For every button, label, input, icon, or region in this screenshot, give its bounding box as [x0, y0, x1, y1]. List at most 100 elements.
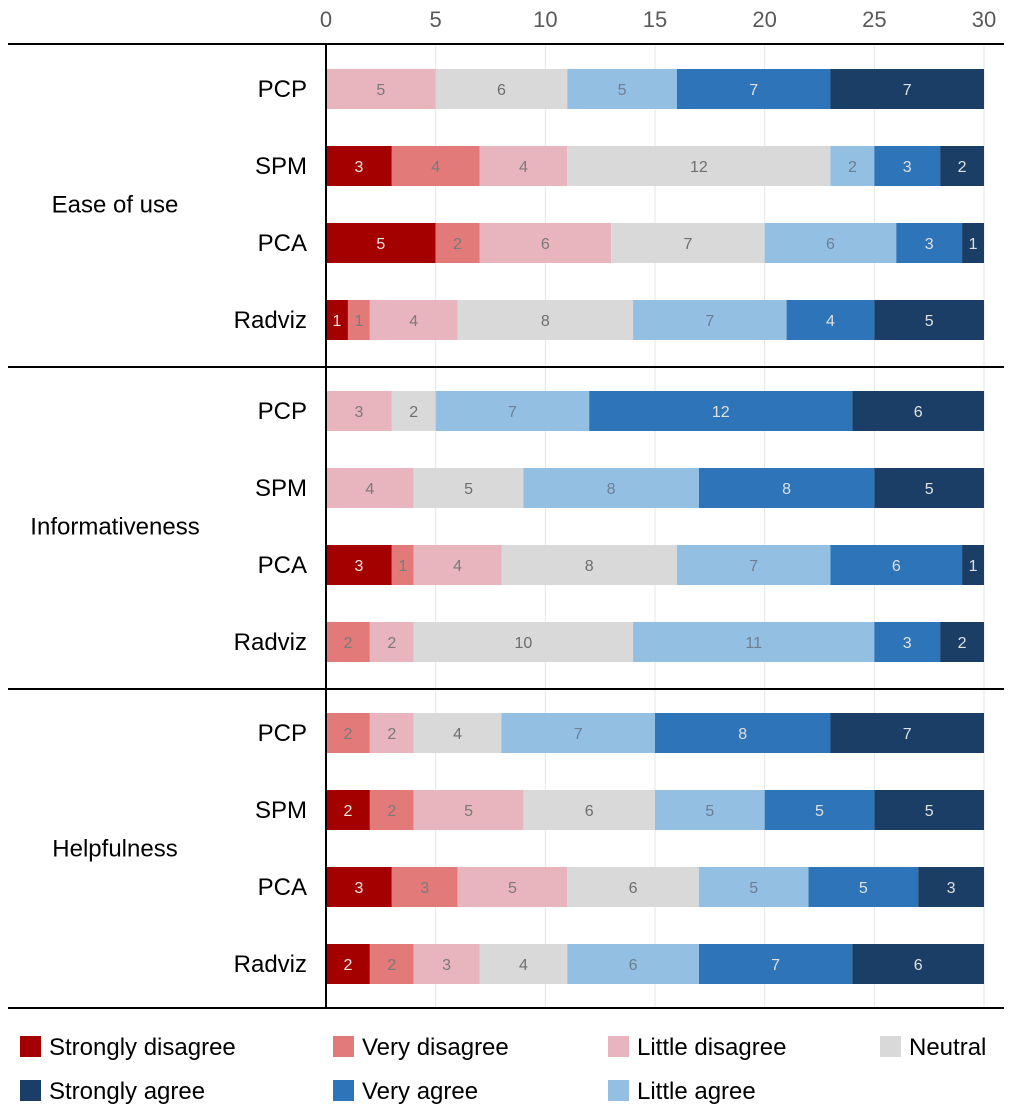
data-label: 3	[925, 236, 934, 253]
bar-segment	[896, 223, 963, 263]
row-label: Radviz	[234, 307, 307, 334]
x-tick-label: 5	[430, 7, 442, 32]
data-label: 1	[398, 558, 407, 575]
data-label: 5	[925, 803, 934, 820]
group-label: Helpfulness	[52, 836, 177, 863]
data-label: 7	[771, 957, 780, 974]
data-label: 7	[903, 726, 912, 743]
data-label: 12	[712, 404, 730, 421]
data-label: 3	[354, 404, 363, 421]
data-label: 1	[969, 558, 978, 575]
row-label: PCA	[258, 552, 307, 579]
bar-segment	[940, 622, 984, 662]
bar-segment	[786, 300, 875, 340]
data-label: 1	[333, 313, 342, 330]
bar-segment	[633, 300, 787, 340]
row-label: Radviz	[234, 629, 307, 656]
data-label: 4	[365, 481, 374, 498]
bar-segment	[611, 223, 765, 263]
bar-segment	[830, 146, 875, 186]
data-label: 7	[508, 404, 517, 421]
bar-segment	[391, 391, 436, 431]
row-label: SPM	[255, 475, 307, 502]
bar-segment	[852, 944, 984, 984]
data-label: 3	[903, 159, 912, 176]
bar-segment	[633, 622, 875, 662]
x-tick-label: 15	[643, 7, 667, 32]
data-label: 4	[519, 957, 528, 974]
bar-segment	[501, 545, 677, 585]
bar-segment	[523, 468, 699, 508]
bar-segment	[413, 622, 634, 662]
bar-segment	[326, 300, 348, 340]
row-label: SPM	[255, 153, 307, 180]
bar-segment	[435, 223, 480, 263]
legend: Strongly disagree Very disagree Little dis…	[20, 1034, 986, 1105]
data-label: 5	[925, 481, 934, 498]
data-label: 2	[409, 404, 418, 421]
bar-segment	[326, 790, 370, 830]
data-label: 5	[815, 803, 824, 820]
x-tick-label: 10	[533, 7, 557, 32]
data-label: 2	[387, 635, 396, 652]
bar-segment	[457, 867, 568, 907]
data-label: 7	[903, 82, 912, 99]
data-label: 8	[782, 481, 791, 498]
bar-segment	[589, 391, 853, 431]
data-label: 6	[914, 957, 923, 974]
legend-label: Strongly agree	[49, 1078, 205, 1105]
legend-swatch	[20, 1080, 41, 1101]
data-label: 2	[958, 635, 967, 652]
bar-segment	[830, 69, 984, 109]
data-label: 4	[453, 558, 462, 575]
bar-segment	[413, 944, 480, 984]
gridlines	[435, 44, 985, 1008]
bar-segment	[764, 223, 897, 263]
bar-segment	[326, 391, 392, 431]
bar-segment	[391, 545, 414, 585]
bar-segment	[391, 146, 480, 186]
legend-swatch	[333, 1036, 354, 1057]
bar-segment	[326, 545, 392, 585]
data-label: 1	[354, 313, 363, 330]
bar-segment	[918, 867, 984, 907]
legend-label: Little agree	[637, 1078, 756, 1105]
data-label: 3	[354, 159, 363, 176]
row-label: PCP	[258, 720, 307, 747]
bar-segment	[567, 944, 699, 984]
bar-segment	[874, 300, 984, 340]
data-label: 5	[749, 880, 758, 897]
bar-segment	[698, 944, 853, 984]
bars: 5 6 5 7 73 4 4 12 2 3 25 2 6 7 6 3 11 1 4 8 7 4 53 2 7 12 64 5 8 8 53 1…	[326, 69, 984, 984]
bar-segment	[874, 468, 984, 508]
bar-segment	[435, 391, 590, 431]
row-label: PCP	[258, 398, 307, 425]
data-label: 5	[376, 82, 385, 99]
data-label: 5	[859, 880, 868, 897]
data-label: 2	[343, 803, 352, 820]
data-label: 6	[497, 82, 506, 99]
data-label: 5	[508, 880, 517, 897]
data-label: 4	[826, 313, 835, 330]
bar-segment	[326, 944, 370, 984]
bar-segment	[369, 622, 414, 662]
data-label: 6	[541, 236, 550, 253]
bar-segment	[479, 146, 568, 186]
data-label: 3	[354, 880, 363, 897]
bar-segment	[347, 300, 370, 340]
legend-label: Very disagree	[362, 1034, 509, 1061]
bar-segment	[698, 468, 875, 508]
data-label: 8	[541, 313, 550, 330]
data-label: 7	[705, 313, 714, 330]
bar-segment	[874, 790, 984, 830]
bar-segment	[413, 468, 524, 508]
data-label: 12	[690, 159, 708, 176]
bar-segment	[698, 867, 809, 907]
bar-segment	[523, 790, 655, 830]
row-labels: PCP SPM PCA Radviz PCP SPM PCA Radviz PCP SPM PCA R…	[234, 76, 307, 978]
data-label: 5	[464, 803, 473, 820]
data-label: 5	[618, 82, 627, 99]
data-label: 2	[958, 159, 967, 176]
row-label: PCA	[258, 874, 307, 901]
bar-segment	[479, 944, 568, 984]
